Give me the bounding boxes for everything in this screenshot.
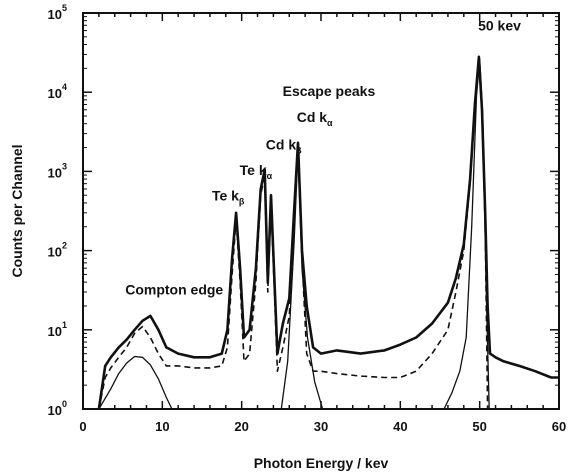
annotation-label: 50 kev [478,18,521,34]
series-group [97,55,559,410]
series-line-1 [97,55,559,410]
series-line-4 [280,150,324,410]
y-tick-label: 100 [48,399,67,418]
annotation-label: Escape peaks [283,83,376,99]
annotation-subscript: α [267,171,273,181]
x-tick-label: 10 [155,419,169,434]
annotation-subscript: α [327,118,333,128]
y-tick-label: 104 [48,82,67,101]
x-tick-label: 20 [234,419,248,434]
x-tick-labels: 0 10 20 30 40 50 60 [79,419,566,434]
y-tick-exponent: 2 [62,241,67,251]
y-tick-exponent: 5 [62,3,67,13]
y-tick-label: 105 [48,3,67,22]
annotation-label: Cd kα [297,109,333,128]
x-tick-label: 0 [79,419,86,434]
x-tick-label: 50 [472,419,486,434]
y-tick-exponent: 3 [62,161,67,171]
y-tick-label: 102 [48,241,67,260]
x-axis-title: Photon Energy / kev [254,455,389,471]
annotation-label: Te kβ [212,187,245,206]
series-line-3 [98,355,173,410]
x-tick-label: 60 [552,419,566,434]
x-tick-label: 30 [314,419,328,434]
series-line-2 [98,57,489,410]
y-tick-exponent: 1 [62,320,67,330]
ticks [82,12,560,410]
annotation-subscript: β [239,196,245,206]
annotation-label: Te kα [240,162,273,181]
y-tick-exponent: 4 [62,82,67,92]
annotation-subscript: β [296,145,302,155]
y-tick-label: 103 [48,161,67,180]
x-tick-label: 40 [393,419,407,434]
annotations: 50 kev Escape peaks Cd kα Cd kβ Te kα Te kβ Co… [125,18,521,298]
series-line-5 [443,58,490,410]
y-tick-exponent: 0 [62,399,67,409]
y-axis-title: Counts per Channel [9,144,25,277]
y-tick-label: 101 [48,320,67,339]
annotation-label: Cd kβ [266,136,302,155]
annotation-label: Compton edge [125,281,223,297]
